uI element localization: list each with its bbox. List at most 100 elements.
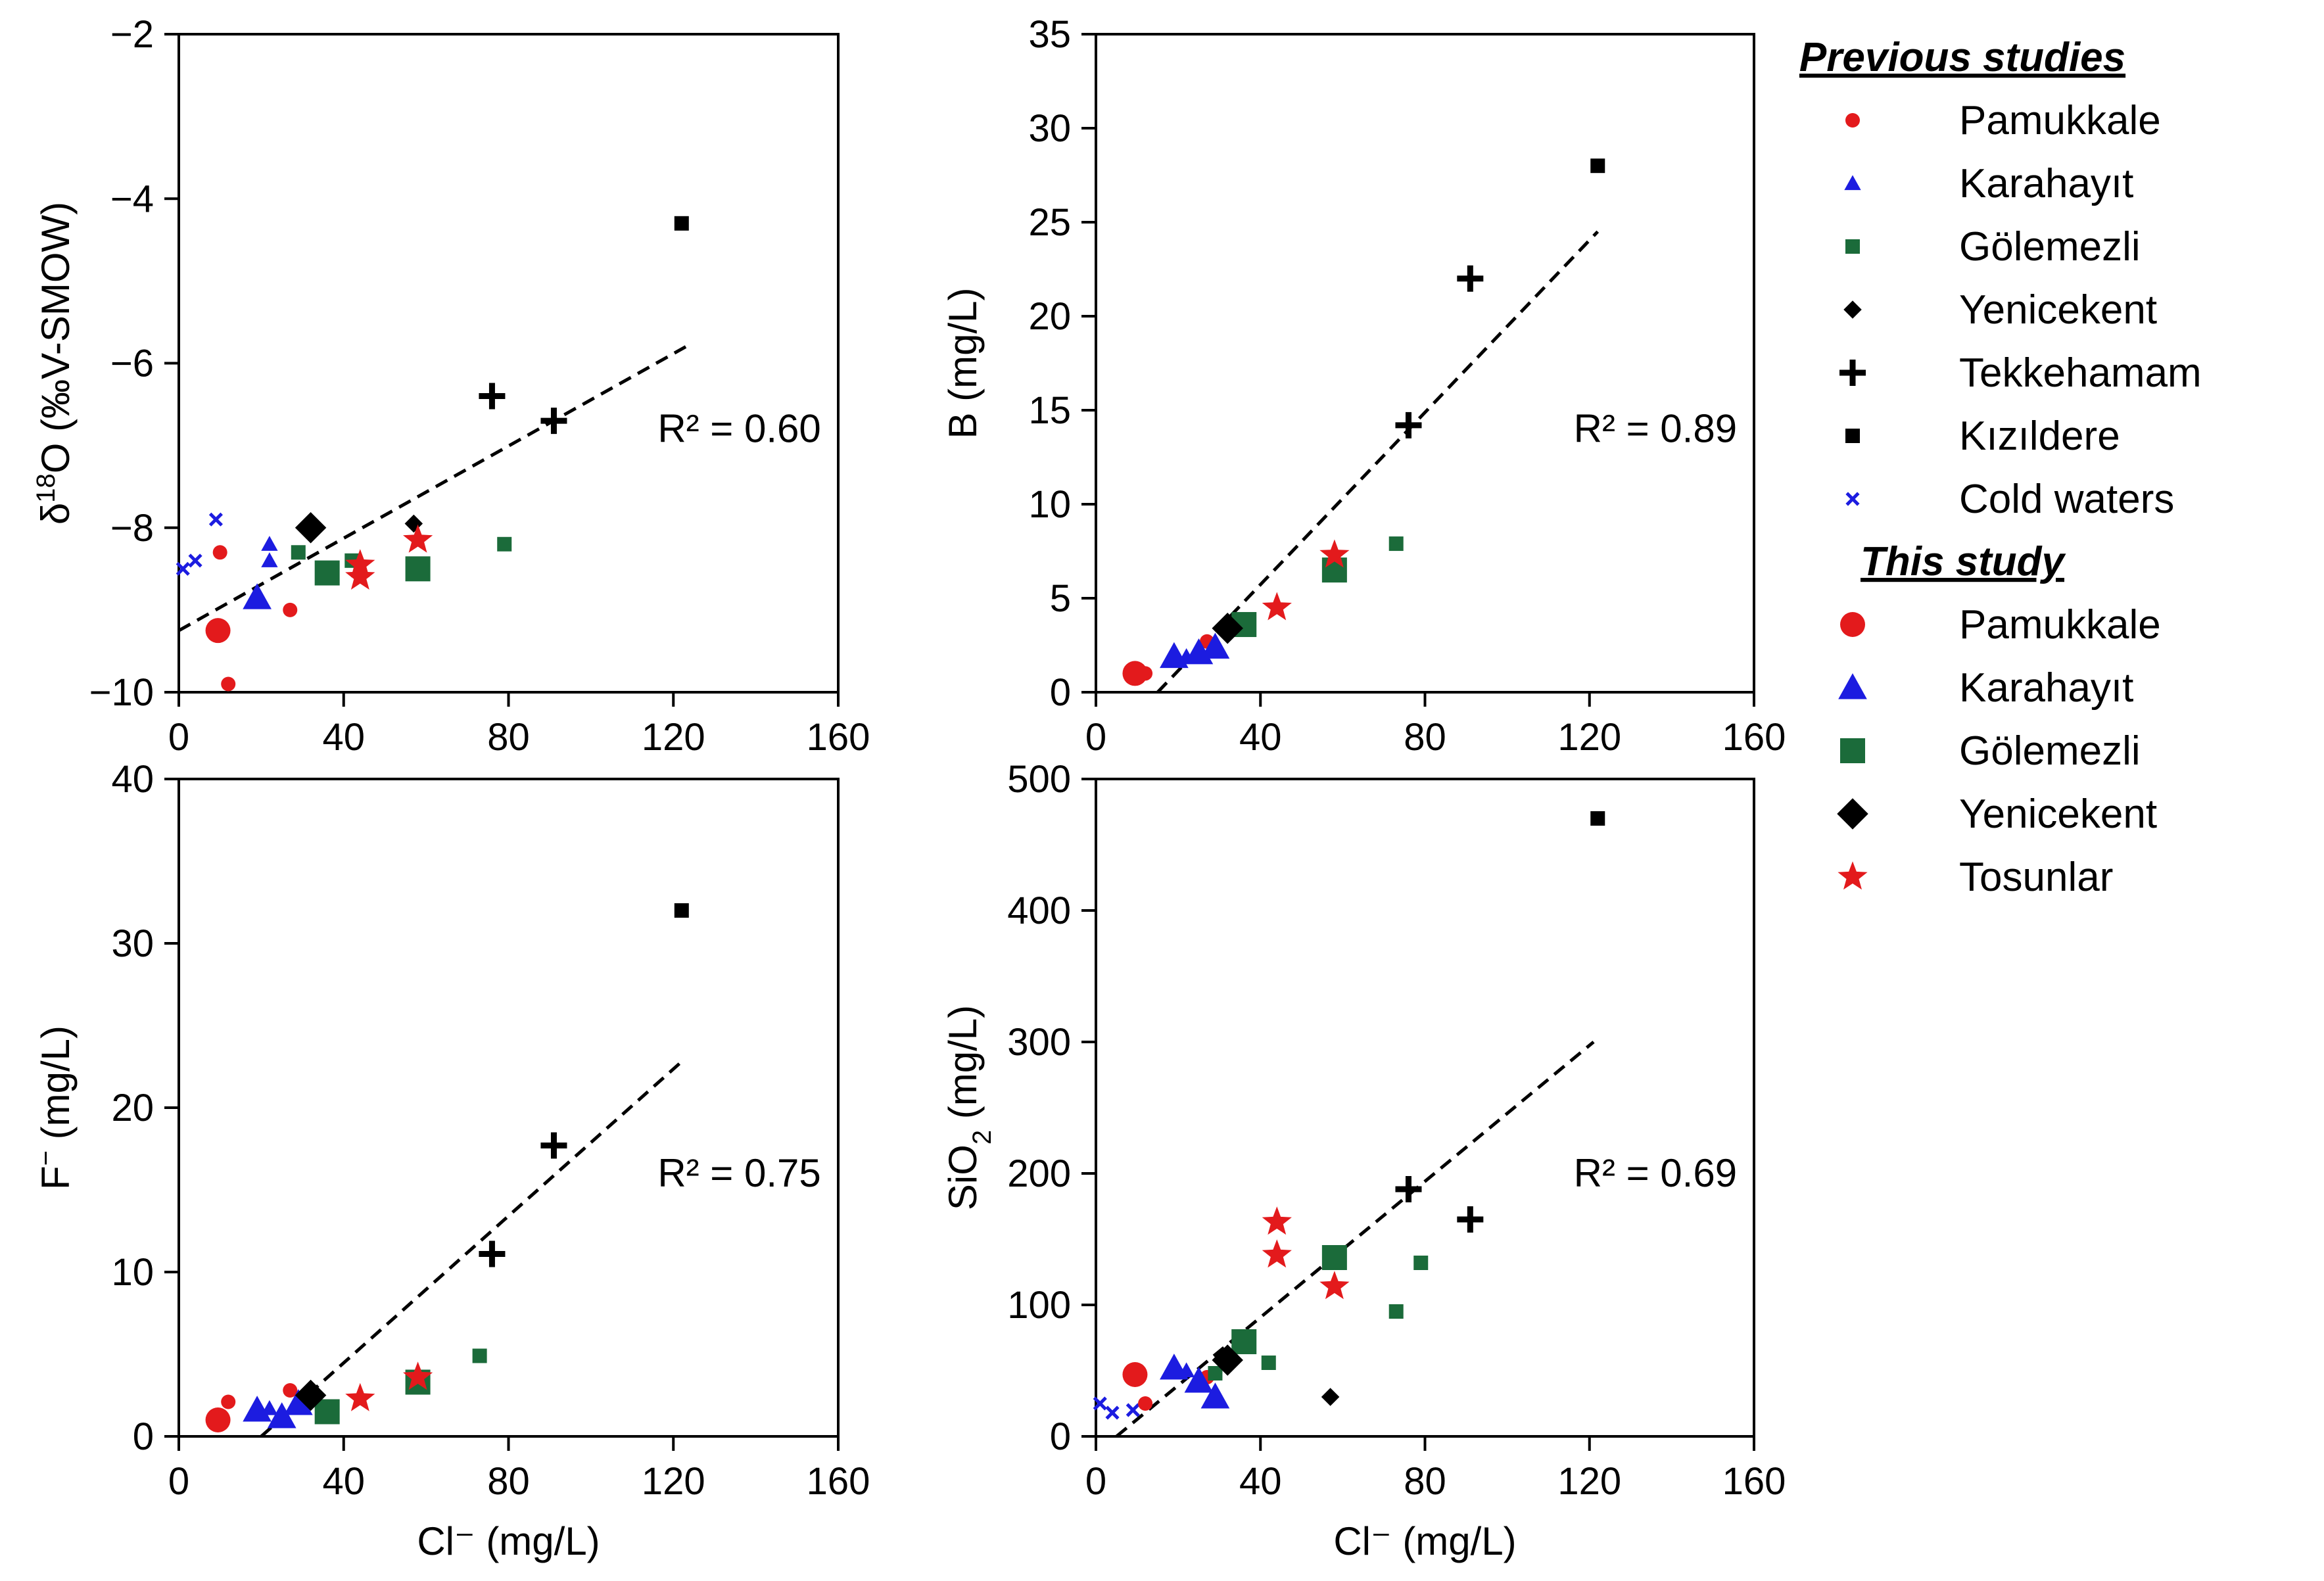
legend-marker-prev_yen xyxy=(1843,300,1862,319)
y-tick-label: 10 xyxy=(111,1251,154,1294)
data-point-prev_tek xyxy=(479,1240,506,1267)
legend-label: Pamukkale xyxy=(1959,602,2161,648)
x-tick-label: 160 xyxy=(807,1460,870,1503)
data-point-prev_cold xyxy=(1093,1396,1107,1411)
x-tick-label: 160 xyxy=(1722,716,1786,759)
data-point-this_kar xyxy=(1200,632,1230,659)
data-point-this_yen xyxy=(1212,613,1243,644)
y-tick-label: 0 xyxy=(1050,671,1071,714)
y-tick-label: 30 xyxy=(1028,107,1071,150)
data-point-prev_tek xyxy=(540,408,567,435)
y-tick-label: 35 xyxy=(1028,13,1071,56)
y-tick-label: 100 xyxy=(1007,1284,1071,1327)
regression-fit-line xyxy=(178,345,687,632)
y-axis-label-part: δ xyxy=(34,503,78,525)
data-point-this_gol xyxy=(314,560,340,586)
data-points xyxy=(1093,811,1605,1420)
legend-label: Cold waters xyxy=(1959,477,2174,522)
regression-fit-line xyxy=(1156,230,1600,694)
data-point-prev_pam xyxy=(221,676,236,692)
data-point-this_kar xyxy=(267,1402,296,1428)
y-axis-label: F− (mg/L) xyxy=(32,1026,78,1190)
data-point-prev_gol xyxy=(1208,1366,1223,1380)
plot-frame xyxy=(1095,33,1755,694)
legend-item-prev_cold: Cold waters xyxy=(1845,477,2174,522)
panel-d18o: 0 40 80 120 160 −10 −8 −6 −4 −2 δ18O (‰V-SMOW) R² =… xyxy=(32,13,870,759)
data-point-prev_kar xyxy=(261,536,278,551)
y-tick-label: 10 xyxy=(1028,483,1071,526)
x-tick-label: 40 xyxy=(1239,716,1282,759)
legend-label: Tosunlar xyxy=(1959,855,2113,900)
y-tick-label: 20 xyxy=(111,1087,154,1129)
x-tick-label: 160 xyxy=(1722,1460,1786,1503)
data-point-prev_cold xyxy=(1126,1403,1140,1417)
legend-marker-this_pam xyxy=(1840,612,1865,637)
data-point-prev_tek xyxy=(1457,265,1484,292)
legend-marker-this_gol xyxy=(1840,738,1865,763)
y-tick-label: 30 xyxy=(111,922,154,965)
legend-marker-prev_gol xyxy=(1845,239,1860,254)
x-tick-label: 160 xyxy=(807,716,870,759)
data-points xyxy=(1122,158,1605,686)
panel-fluoride: 0 40 80 120 160 0 10 20 30 40 F− (mg/L) Cl⁻ (mg/L) R… xyxy=(32,758,870,1563)
data-point-prev_gol xyxy=(1413,1256,1429,1270)
data-point-this_kar xyxy=(243,583,272,609)
legend-marker-prev_kar xyxy=(1844,175,1861,191)
data-point-this_yen xyxy=(295,512,327,544)
y-tick-label: 20 xyxy=(1028,295,1071,338)
y-axis-label-part: B (mg/L) xyxy=(941,287,985,438)
data-point-this_kar xyxy=(1160,642,1189,669)
data-point-prev_gol xyxy=(1388,1304,1404,1319)
regression-fit-line xyxy=(260,1060,683,1438)
legend-item-this_gol: Gölemezli xyxy=(1840,728,2141,774)
plot-frame xyxy=(178,778,840,1438)
data-point-this_yen xyxy=(1212,1344,1243,1376)
y-tick-label: 400 xyxy=(1007,889,1071,932)
data-point-prev_kiz xyxy=(674,216,689,231)
x-tick-label: 80 xyxy=(1404,1460,1446,1503)
y-tick-label: 300 xyxy=(1007,1021,1071,1064)
data-point-this_gol xyxy=(1231,1329,1257,1354)
data-point-prev_pam xyxy=(221,1394,236,1409)
legend-label: Karahayıt xyxy=(1959,161,2133,206)
legend-label: Yenicekent xyxy=(1959,287,2157,333)
legend-marker-this_yen xyxy=(1837,798,1868,830)
data-point-prev_kiz xyxy=(1590,811,1605,826)
data-point-prev_pam xyxy=(283,1383,298,1398)
x-tick-label: 0 xyxy=(168,1460,189,1503)
data-point-this_pam xyxy=(205,618,231,644)
data-point-prev_gol xyxy=(291,545,306,560)
plot-frame xyxy=(178,33,840,694)
y-axis-label-part: SiO xyxy=(941,1144,985,1210)
y-tick-label: 0 xyxy=(1050,1415,1071,1458)
data-point-this_tos xyxy=(403,1361,433,1390)
data-point-this_pam xyxy=(205,1407,231,1432)
y-axis-label: δ18O (‰V-SMOW) xyxy=(32,202,78,525)
data-point-prev_cold xyxy=(1105,1405,1120,1420)
data-point-prev_kiz xyxy=(674,903,689,918)
panel-silica: 0 40 80 120 160 0 100 200 300 400 500 SiO2 (mg/L) Cl… xyxy=(941,758,1786,1563)
data-point-this_tos xyxy=(403,524,433,553)
y-tick-label: −8 xyxy=(110,507,154,550)
legend-label: Tekkehamam xyxy=(1959,350,2202,396)
x-tick-label: 80 xyxy=(1404,716,1446,759)
data-point-prev_cold xyxy=(208,512,223,527)
legend-item-this_yen: Yenicekent xyxy=(1837,791,2157,837)
legend-item-prev_kiz: Kızıldere xyxy=(1845,413,2120,459)
y-axis-label-part: O (‰V-SMOW) xyxy=(34,202,78,473)
data-points xyxy=(205,903,689,1432)
x-tick-label: 120 xyxy=(642,1460,705,1503)
x-tick-label: 80 xyxy=(487,716,530,759)
data-point-this_kar xyxy=(1200,1382,1230,1409)
y-axis-label: SiO2 (mg/L) xyxy=(941,1005,997,1210)
legend-this-study-entries: Pamukkale Karahayıt Gölemezli Yenicekent Tos… xyxy=(1837,602,2161,900)
data-point-prev_kiz xyxy=(1590,158,1605,174)
x-axis-label: Cl⁻ (mg/L) xyxy=(417,1519,600,1563)
x-tick-label: 40 xyxy=(322,716,365,759)
legend-item-this_kar: Karahayıt xyxy=(1838,665,2133,711)
r-squared-label: R² = 0.69 xyxy=(1574,1151,1737,1195)
data-point-prev_kar xyxy=(261,552,278,567)
data-point-prev_cold xyxy=(176,561,190,576)
y-tick-label: 25 xyxy=(1028,201,1071,244)
